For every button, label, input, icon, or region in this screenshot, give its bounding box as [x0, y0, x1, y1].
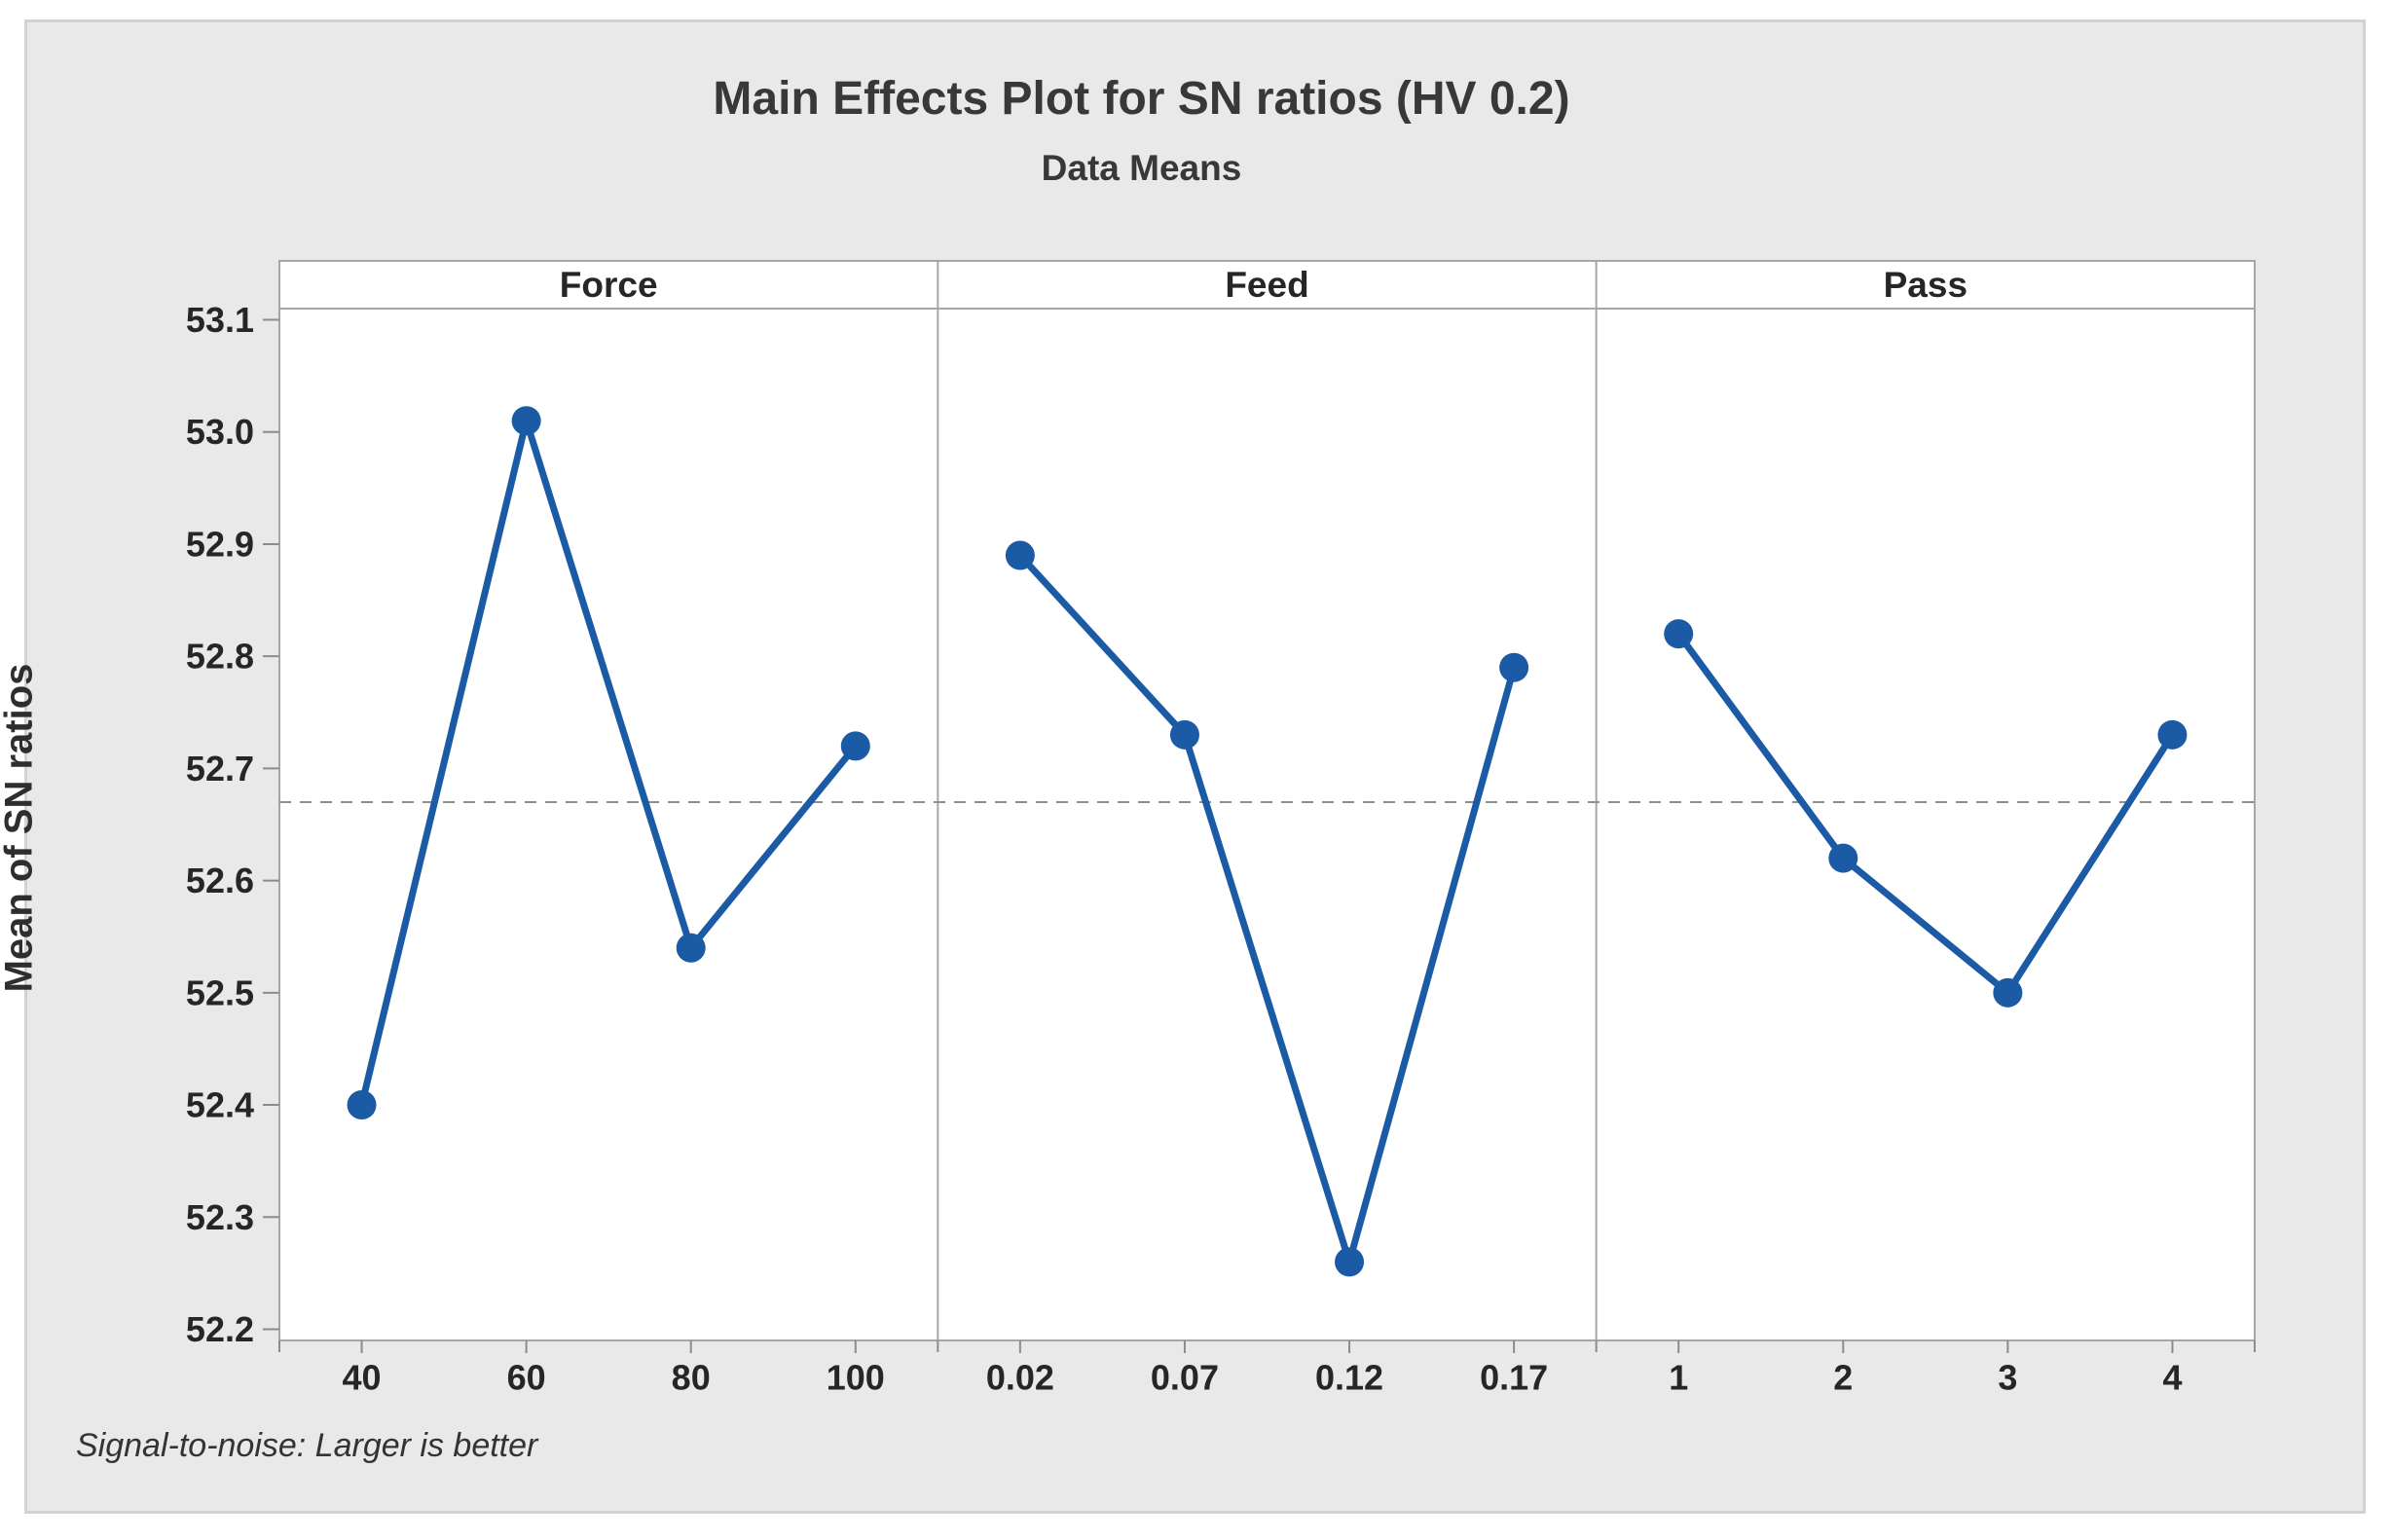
data-point-marker	[2157, 719, 2188, 750]
x-tick-label: 1	[1669, 1358, 1688, 1398]
y-tick-label: 52.4	[186, 1085, 254, 1125]
y-tick-label: 52.7	[186, 749, 254, 788]
chart-subtitle: Data Means	[1041, 148, 1242, 188]
data-point-marker	[1335, 1247, 1365, 1277]
x-tick-label: 80	[672, 1358, 711, 1398]
x-tick-label: 0.02	[986, 1358, 1054, 1398]
x-tick-label: 0.17	[1480, 1358, 1548, 1398]
series-line	[1674, 630, 2176, 999]
x-tick-label: 2	[1833, 1358, 1853, 1398]
plot-area	[278, 308, 2256, 1341]
data-point-marker	[1828, 843, 1858, 873]
data-point-marker	[347, 1090, 377, 1120]
data-point-marker	[511, 406, 541, 436]
y-tick-label: 53.0	[186, 412, 254, 452]
series-line	[1016, 551, 1518, 1274]
series-line	[358, 408, 860, 1109]
y-tick-label: 52.2	[186, 1309, 254, 1349]
footnote: Signal-to-noise: Larger is better	[76, 1427, 538, 1464]
x-tick-label: 60	[507, 1358, 546, 1398]
chart-title: Main Effects Plot for SN ratios (HV 0.2)	[713, 73, 1570, 125]
panel-label: Pass	[1884, 265, 1967, 305]
y-tick-label: 52.5	[186, 972, 254, 1012]
panel-label: Force	[560, 265, 658, 305]
x-tick-label: 3	[1998, 1358, 2017, 1398]
data-point-marker	[1169, 719, 1199, 750]
data-point-marker	[1005, 540, 1035, 570]
x-tick-label: 0.12	[1315, 1358, 1383, 1398]
data-point-marker	[1499, 652, 1529, 682]
y-tick-label: 52.3	[186, 1197, 254, 1237]
y-tick-label: 53.1	[186, 300, 254, 340]
y-tick-label: 52.9	[186, 524, 254, 564]
y-tick-label: 52.8	[186, 637, 254, 677]
x-tick-label: 100	[827, 1358, 885, 1398]
y-tick-label: 52.6	[186, 861, 254, 900]
panel-label: Feed	[1225, 265, 1308, 305]
x-tick-label: 0.07	[1151, 1358, 1219, 1398]
data-point-marker	[1993, 977, 2023, 1008]
x-tick-label: 4	[2162, 1358, 2182, 1398]
data-point-marker	[676, 933, 706, 963]
x-tick-label: 40	[343, 1358, 382, 1398]
data-point-marker	[1664, 619, 1694, 649]
data-point-marker	[840, 731, 870, 761]
